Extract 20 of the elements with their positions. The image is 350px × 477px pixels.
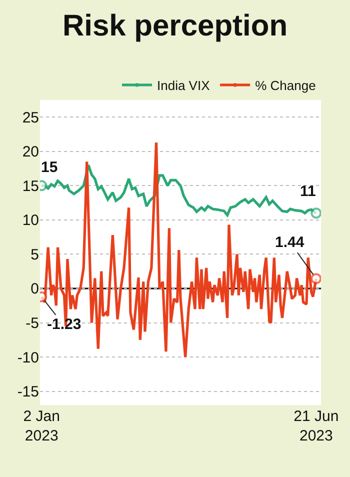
legend-label: % Change bbox=[255, 78, 316, 94]
y-tick-label: 0 bbox=[30, 280, 39, 298]
point bbox=[310, 208, 321, 219]
annotation: -1.23 bbox=[47, 316, 82, 333]
annotation: 11 bbox=[300, 183, 316, 200]
y-tick-label: 20 bbox=[22, 144, 39, 161]
x-tick-label: 2 Jan 2023 bbox=[23, 408, 60, 444]
y-tick-label: -5 bbox=[26, 315, 39, 332]
legend-label: India VIX bbox=[157, 78, 210, 94]
y-tick-label: -10 bbox=[17, 349, 39, 366]
x-tick-label: 21 Jun 2023 bbox=[294, 408, 339, 444]
annotation: 1.44 bbox=[275, 234, 305, 251]
point bbox=[310, 273, 321, 284]
annotation: 15 bbox=[41, 159, 58, 176]
y-tick-label: 5 bbox=[30, 246, 39, 264]
y-tick-label: 10 bbox=[22, 212, 39, 230]
y-tick-label: 15 bbox=[22, 178, 39, 195]
chart-title: Risk perception bbox=[62, 9, 288, 42]
y-tick-label: -15 bbox=[17, 384, 39, 401]
y-tick-label: 25 bbox=[22, 109, 39, 126]
